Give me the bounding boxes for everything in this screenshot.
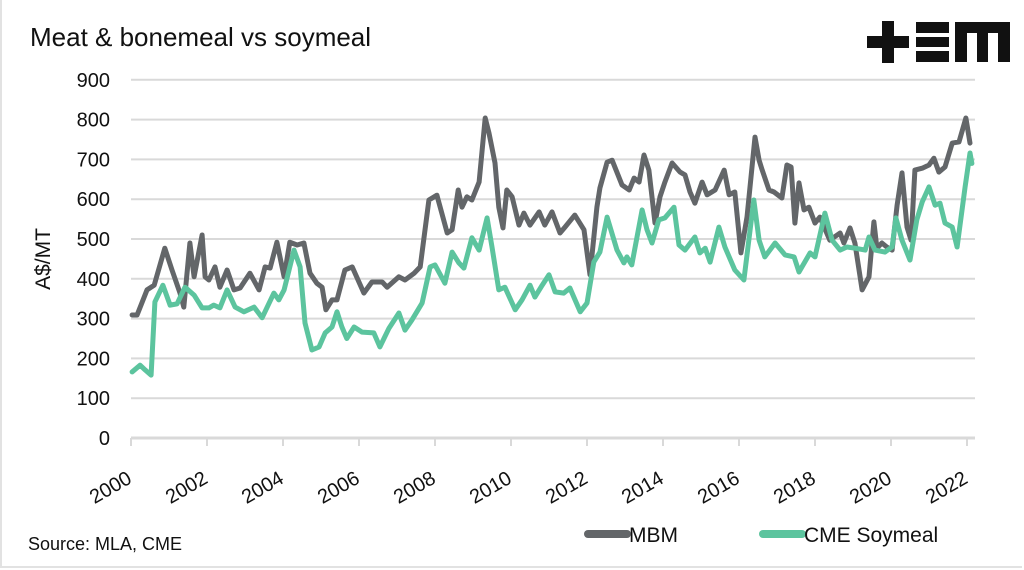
y-tick-label: 800 bbox=[77, 110, 110, 132]
y-tick-label: 0 bbox=[99, 428, 110, 450]
x-tick-label: 2014 bbox=[618, 467, 668, 508]
series-line-soymeal bbox=[129, 150, 975, 378]
x-tick-label: 2018 bbox=[770, 467, 820, 508]
y-tick-label: 100 bbox=[77, 388, 110, 410]
x-tick-label: 2002 bbox=[162, 467, 212, 508]
series-lines bbox=[129, 115, 975, 378]
y-axis-label: A$/MT bbox=[32, 228, 55, 290]
x-tick-label: 2006 bbox=[314, 467, 364, 508]
chart-title: Meat & bonemeal vs soymeal bbox=[30, 22, 371, 52]
x-tick-label: 2000 bbox=[86, 467, 136, 508]
gridlines bbox=[131, 78, 975, 400]
x-tick-label: 2008 bbox=[390, 467, 440, 508]
y-tick-label: 900 bbox=[77, 70, 110, 92]
x-tick-label: 2012 bbox=[542, 467, 592, 508]
x-axis: 2000 2002 2004 2006 2008 2010 2012 2014 2016 2018… bbox=[86, 436, 975, 509]
y-tick-label: 300 bbox=[77, 309, 110, 331]
series-line-mbm bbox=[129, 115, 973, 318]
y-tick-label: 500 bbox=[77, 229, 110, 251]
legend: MBM CME Soymeal bbox=[584, 524, 938, 547]
logo bbox=[867, 21, 1010, 63]
legend-label-mbm: MBM bbox=[629, 524, 678, 547]
x-tick-label: 2016 bbox=[694, 467, 744, 508]
legend-label-soymeal: CME Soymeal bbox=[804, 524, 938, 547]
x-tick-label: 2010 bbox=[466, 467, 516, 508]
y-tick-label: 400 bbox=[77, 269, 110, 291]
x-tick-label: 2020 bbox=[846, 467, 896, 508]
y-tick-labels: 0 100 200 300 400 500 600 700 800 900 bbox=[77, 70, 110, 450]
x-tick-label: 2004 bbox=[238, 467, 288, 508]
source-note: Source: MLA, CME bbox=[28, 534, 182, 554]
y-tick-label: 200 bbox=[77, 348, 110, 370]
y-tick-label: 600 bbox=[77, 189, 110, 211]
x-tick-label: 2022 bbox=[922, 467, 972, 508]
y-tick-label: 700 bbox=[77, 149, 110, 171]
